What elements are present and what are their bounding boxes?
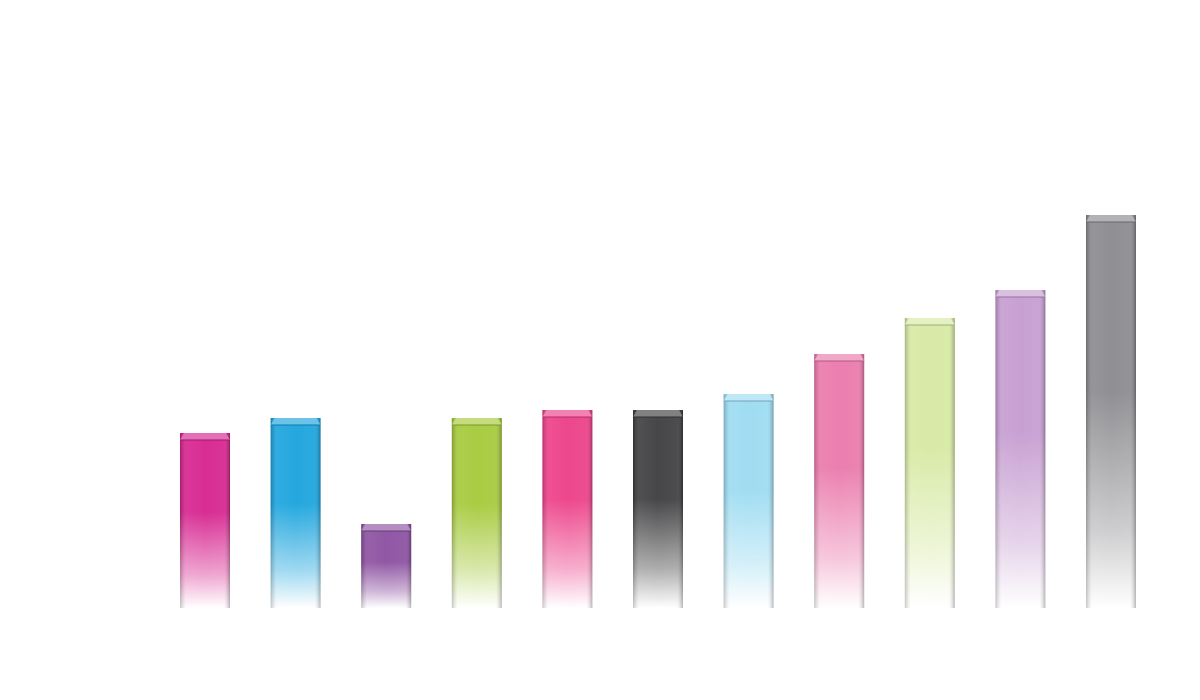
bar-sheen <box>361 524 412 608</box>
bar-cap <box>451 418 502 425</box>
bar-cap <box>904 318 955 325</box>
bar-cap <box>361 524 412 531</box>
bar-2 <box>270 418 321 608</box>
bar-sheen <box>542 410 593 608</box>
bar-cap <box>723 394 774 401</box>
bar-11 <box>1086 215 1136 608</box>
bar-cap <box>1086 215 1136 222</box>
bar-sheen <box>180 433 230 608</box>
bar-cap <box>995 290 1046 297</box>
bar-cap <box>814 354 865 361</box>
bar-cap <box>180 433 230 440</box>
bar-1 <box>180 433 230 608</box>
bar-sheen <box>1086 215 1136 608</box>
bar-sheen <box>270 418 321 608</box>
bar-8 <box>814 354 865 608</box>
bars-group <box>180 215 1136 608</box>
bar-7 <box>723 394 774 608</box>
bar-cap <box>270 418 321 425</box>
bar-sheen <box>814 354 865 608</box>
bar-sheen <box>633 410 683 608</box>
bar-9 <box>904 318 955 608</box>
bar-10 <box>995 290 1046 608</box>
bar-3 <box>361 524 412 608</box>
bar-5 <box>542 410 593 608</box>
bar-cap <box>542 410 593 417</box>
bar-6 <box>633 410 683 608</box>
bar-sheen <box>451 418 502 608</box>
bar-cap <box>633 410 683 417</box>
bar-sheen <box>904 318 955 608</box>
bar-sheen <box>995 290 1046 608</box>
bar-4 <box>451 418 502 608</box>
bar-sheen <box>723 394 774 608</box>
